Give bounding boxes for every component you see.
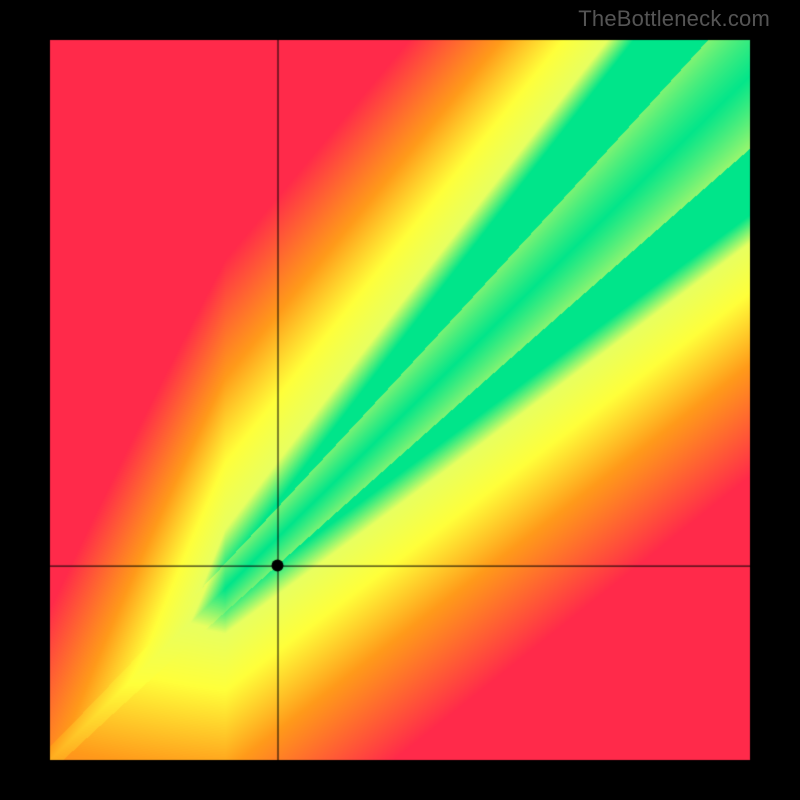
watermark-label: TheBottleneck.com — [578, 6, 770, 32]
bottleneck-heatmap — [0, 0, 800, 800]
chart-container: TheBottleneck.com — [0, 0, 800, 800]
